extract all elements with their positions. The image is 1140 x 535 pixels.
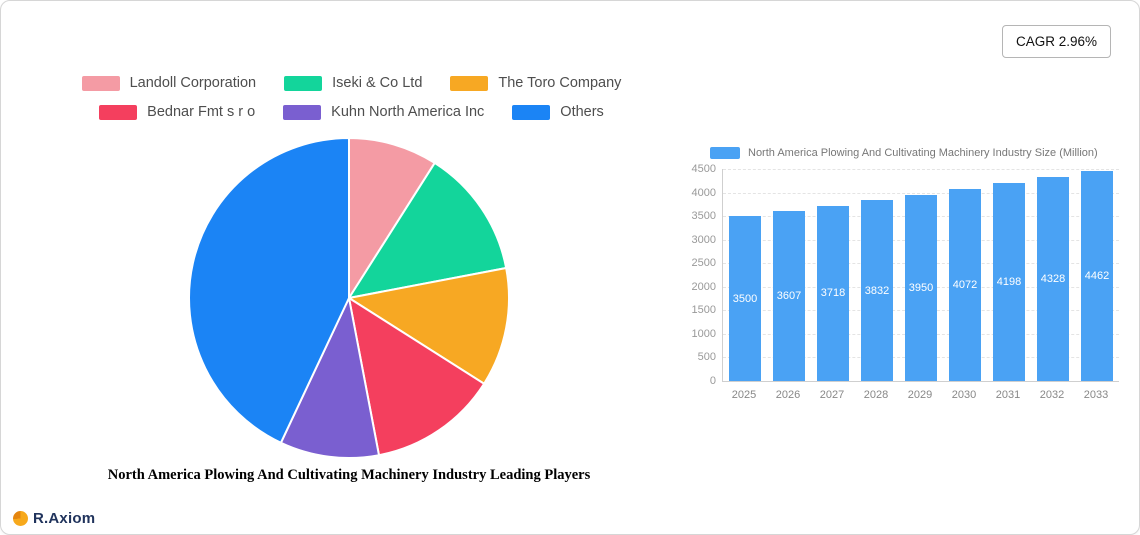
legend-label: Landoll Corporation (129, 75, 257, 91)
bar-2029[interactable]: 3950 (905, 194, 937, 381)
bar-plot-area: 3500 3607 3718 3832 3950 4072 4198 4328 4462 (722, 169, 1119, 382)
brand-name: R.Axiom (33, 510, 96, 527)
y-axis-tick-label: 500 (697, 351, 716, 364)
x-axis-tick-label: 2033 (1083, 389, 1109, 401)
pie-legend-item[interactable]: The Toro Company (450, 75, 621, 91)
bar-value-label: 3832 (864, 284, 890, 297)
pie-slice[interactable] (188, 137, 350, 444)
cagr-badge: CAGR 2.96% (1001, 25, 1111, 58)
x-axis-tick-label: 2025 (731, 389, 757, 401)
bar-value-label: 3950 (908, 281, 934, 294)
y-axis-tick-label: 4000 (691, 186, 716, 199)
legend-swatch (512, 104, 551, 120)
x-axis-tick-label: 2030 (951, 389, 977, 401)
bar-legend-item[interactable]: North America Plowing And Cultivating Ma… (710, 147, 1098, 159)
y-axis-tick-label: 4500 (691, 163, 716, 175)
y-axis-tick-label: 3500 (691, 210, 716, 223)
pie-legend-item[interactable]: Iseki & Co Ltd (284, 75, 422, 91)
pie-legend-item[interactable]: Bednar Fmt s r o (99, 104, 255, 120)
legend-label: Bednar Fmt s r o (147, 104, 256, 120)
legend-label: Others (560, 104, 604, 120)
x-axis-tick-label: 2028 (863, 389, 889, 401)
pie-chart (186, 135, 512, 461)
bar-2025[interactable]: 3500 (729, 216, 761, 381)
x-axis-tick-label: 2029 (907, 389, 933, 401)
bar-2033[interactable]: 4462 (1081, 170, 1113, 381)
legend-label: The Toro Company (498, 75, 622, 91)
legend-swatch (99, 104, 138, 120)
bar-value-label: 3500 (732, 292, 758, 305)
pie-slice[interactable] (348, 267, 511, 385)
bar-2031[interactable]: 4198 (993, 183, 1025, 381)
y-axis-tick-label: 2000 (691, 280, 716, 293)
legend-swatch (284, 75, 323, 91)
pie-legend: Landoll Corporation Iseki & Co Ltd The Tor… (29, 75, 674, 120)
bar-legend-swatch (710, 147, 740, 159)
x-axis-tick-label: 2026 (775, 389, 801, 401)
bar-value-label: 3718 (820, 287, 846, 300)
pie-legend-row-2: Bednar Fmt s r o Kuhn North America Inc Ot… (29, 104, 674, 120)
legend-swatch (450, 75, 489, 91)
pie-slice[interactable] (348, 161, 508, 299)
bar-legend-label: North America Plowing And Cultivating Ma… (748, 147, 1098, 159)
legend-label: Kuhn North America Inc (331, 104, 485, 120)
bar-2028[interactable]: 3832 (861, 200, 893, 381)
gridline (723, 192, 1119, 194)
bar-2027[interactable]: 3718 (817, 205, 849, 381)
pie-slice[interactable] (348, 137, 436, 299)
y-axis-tick-label: 1000 (691, 327, 716, 340)
pie-legend-item[interactable]: Others (512, 104, 604, 120)
brand-logo: R.Axiom (13, 510, 95, 527)
x-axis-tick-label: 2031 (995, 389, 1021, 401)
y-axis-tick-label: 3000 (691, 233, 716, 246)
bar-value-label: 3607 (776, 290, 802, 303)
bar-value-label: 4462 (1084, 269, 1110, 282)
bar-2032[interactable]: 4328 (1037, 177, 1069, 381)
gridline (723, 169, 1119, 170)
pie-legend-item[interactable]: Landoll Corporation (81, 75, 257, 91)
pie-legend-item[interactable]: Kuhn North America Inc (283, 104, 484, 120)
pie-slice[interactable] (348, 297, 486, 457)
y-axis-tick-label: 2500 (691, 257, 716, 270)
pie-chart-title: North America Plowing And Cultivating Ma… (107, 467, 591, 483)
x-axis-tick-label: 2027 (819, 389, 845, 401)
brand-logo-icon (13, 511, 28, 526)
pie-legend-row-1: Landoll Corporation Iseki & Co Ltd The Tor… (29, 75, 674, 91)
pie-slice[interactable] (279, 297, 380, 460)
y-axis-tick-label: 1500 (691, 304, 716, 317)
bar-value-label: 4072 (952, 279, 978, 292)
x-axis-tick-label: 2032 (1039, 389, 1065, 401)
legend-swatch (81, 75, 120, 91)
bar-2030[interactable]: 4072 (949, 189, 981, 381)
bar-chart: North America Plowing And Cultivating Ma… (686, 143, 1126, 418)
bar-value-label: 4328 (1040, 273, 1066, 286)
legend-swatch (283, 104, 322, 120)
bar-2026[interactable]: 3607 (773, 211, 805, 381)
legend-label: Iseki & Co Ltd (332, 75, 423, 91)
bar-value-label: 4198 (996, 276, 1022, 289)
y-axis-tick-label: 0 (709, 375, 716, 387)
